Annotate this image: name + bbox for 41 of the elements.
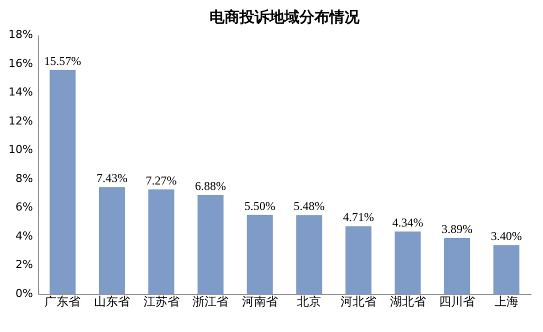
data-label: 4.71%	[342, 210, 374, 224]
bar	[50, 70, 76, 294]
x-tick-label: 河南省	[242, 294, 278, 308]
x-tick-label: 江苏省	[143, 294, 180, 308]
y-tick-label: 0%	[16, 287, 33, 300]
y-tick-label: 8%	[16, 172, 33, 185]
bar	[493, 245, 520, 294]
data-label: 5.50%	[244, 198, 276, 213]
x-tick-label: 广东省	[44, 294, 81, 308]
x-tick-label: 浙江省	[192, 294, 229, 308]
bar	[296, 215, 322, 294]
y-tick-label: 14%	[8, 86, 33, 99]
y-tick-label: 12%	[8, 114, 33, 128]
x-tick-label: 四川省	[439, 294, 476, 308]
bar	[148, 189, 174, 294]
y-tick-label: 6%	[16, 200, 33, 214]
bar	[444, 238, 470, 294]
bar	[394, 232, 421, 294]
bar	[98, 187, 125, 294]
data-label: 6.88%	[195, 179, 226, 194]
bar	[246, 214, 273, 294]
y-tick-label: 2%	[16, 258, 33, 272]
y-tick-label: 16%	[8, 56, 33, 70]
x-tick-label: 上海	[494, 294, 518, 308]
x-tick-label: 北京	[297, 294, 322, 308]
data-label: 7.27%	[146, 173, 177, 188]
data-label: 5.48%	[294, 199, 325, 214]
chart-title: 电商投诉地域分布情况	[210, 8, 360, 26]
data-label: 3.89%	[442, 222, 473, 236]
bar	[198, 195, 224, 294]
x-tick-label: 河北省	[340, 294, 376, 308]
y-tick-label: 10%	[8, 143, 33, 156]
x-tick-label: 山东省	[94, 294, 130, 308]
data-label: 4.34%	[392, 216, 424, 230]
data-label: 3.40%	[490, 229, 522, 244]
data-label: 7.43%	[96, 171, 128, 186]
x-tick-label: 湖北省	[390, 294, 426, 308]
bar	[345, 226, 372, 294]
data-label: 15.57%	[44, 54, 82, 68]
y-tick-label: 4%	[16, 229, 33, 242]
y-tick-label: 18%	[8, 28, 33, 41]
